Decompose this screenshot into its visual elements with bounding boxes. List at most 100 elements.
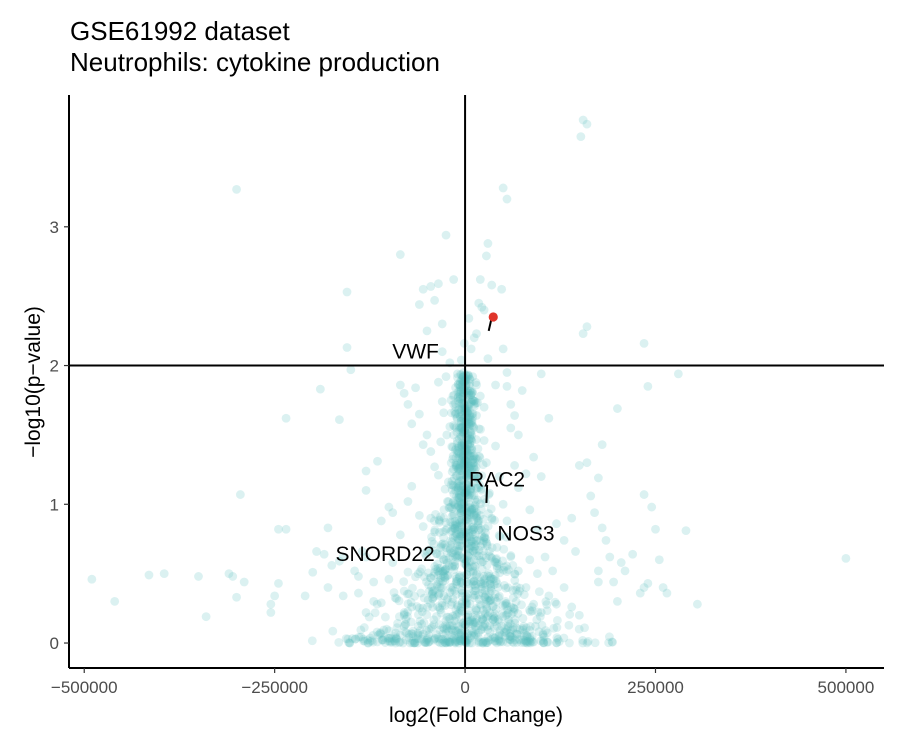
cloud-point xyxy=(604,638,614,648)
cloud-point xyxy=(457,475,466,485)
cloud-point xyxy=(451,462,461,472)
cloud-point xyxy=(505,631,515,641)
cloud-point xyxy=(488,602,498,612)
cloud-point xyxy=(391,633,401,643)
data-point-113 xyxy=(482,458,491,468)
cloud-point xyxy=(465,543,475,553)
data-point-62 xyxy=(426,447,436,456)
y-tick-label: 1 xyxy=(50,495,59,514)
cloud-point xyxy=(421,637,431,647)
cloud-point xyxy=(456,413,466,422)
cloud-point xyxy=(454,547,464,556)
data-point-205 xyxy=(559,583,569,592)
cloud-point xyxy=(448,552,458,562)
cloud-point xyxy=(465,490,475,500)
cloud-point xyxy=(465,471,475,481)
cloud-point xyxy=(486,574,496,584)
cloud-point xyxy=(574,624,584,634)
data-point-156 xyxy=(639,490,649,499)
cloud-point xyxy=(424,580,433,589)
data-point-194 xyxy=(384,574,394,584)
cloud-point xyxy=(450,499,460,509)
cloud-point xyxy=(429,615,439,625)
data-point-195 xyxy=(369,597,379,606)
cloud-point xyxy=(466,469,475,479)
cloud-point xyxy=(442,612,452,622)
cloud-point xyxy=(455,451,465,461)
cloud-point xyxy=(465,463,475,473)
cloud-point xyxy=(467,463,477,473)
cloud-point xyxy=(492,543,502,552)
cloud-point xyxy=(554,637,564,646)
cloud-point xyxy=(464,532,474,541)
cloud-point xyxy=(452,502,462,512)
cloud-point xyxy=(455,380,465,390)
cloud-point xyxy=(485,587,494,597)
data-point-37 xyxy=(342,287,352,297)
data-point-32 xyxy=(338,552,348,562)
cloud-point xyxy=(564,620,574,630)
cloud-point xyxy=(449,390,459,400)
cloud-point xyxy=(456,385,465,395)
cloud-point xyxy=(394,596,404,606)
data-point-44 xyxy=(384,502,394,512)
cloud-point xyxy=(451,636,460,646)
cloud-point xyxy=(514,635,524,644)
cloud-point xyxy=(450,637,460,647)
cloud-point xyxy=(412,602,422,611)
cloud-point xyxy=(490,633,499,643)
cloud-point xyxy=(497,621,507,631)
cloud-point xyxy=(498,612,508,621)
cloud-point xyxy=(487,514,497,524)
cloud-point xyxy=(490,557,500,566)
cloud-point xyxy=(328,626,338,636)
cloud-point xyxy=(436,543,445,553)
cloud-point xyxy=(405,638,415,648)
cloud-point xyxy=(480,592,490,602)
cloud-point xyxy=(435,563,445,573)
cloud-point xyxy=(478,614,488,624)
cloud-point xyxy=(465,502,475,512)
cloud-point xyxy=(375,629,385,638)
cloud-point xyxy=(527,606,537,616)
cloud-point xyxy=(533,607,543,617)
data-point-12 xyxy=(266,599,276,609)
data-point-4 xyxy=(194,572,203,581)
cloud-point xyxy=(459,440,469,449)
cloud-point xyxy=(578,636,588,645)
cloud-point xyxy=(457,532,466,541)
data-point-199 xyxy=(407,602,417,612)
cloud-point xyxy=(509,638,519,648)
data-point-193 xyxy=(392,594,401,604)
cloud-point xyxy=(452,427,462,437)
cloud-point xyxy=(456,449,466,459)
cloud-point xyxy=(467,443,477,453)
cloud-point xyxy=(476,504,486,514)
cloud-point xyxy=(453,392,463,401)
cloud-point xyxy=(452,520,462,530)
cloud-point xyxy=(553,616,562,625)
cloud-point xyxy=(472,483,482,493)
cloud-point xyxy=(465,414,475,423)
cloud-point xyxy=(437,540,447,549)
cloud-point xyxy=(459,498,469,508)
cloud-point xyxy=(428,586,438,596)
data-point-112 xyxy=(479,436,489,445)
cloud-point xyxy=(453,636,463,646)
cloud-point xyxy=(403,567,413,577)
cloud-point xyxy=(465,616,475,626)
cloud-point xyxy=(456,498,466,508)
cloud-point xyxy=(435,625,445,635)
cloud-point xyxy=(419,637,429,647)
cloud-point xyxy=(445,637,455,647)
cloud-point xyxy=(370,608,380,618)
cloud-point xyxy=(503,638,512,647)
cloud-point xyxy=(453,387,463,397)
cloud-point xyxy=(486,504,496,514)
cloud-point xyxy=(409,636,418,646)
data-point-14 xyxy=(281,524,291,534)
cloud-point xyxy=(424,637,434,647)
cloud-point xyxy=(476,600,486,610)
cloud-point xyxy=(490,593,499,603)
cloud-point xyxy=(455,625,465,635)
